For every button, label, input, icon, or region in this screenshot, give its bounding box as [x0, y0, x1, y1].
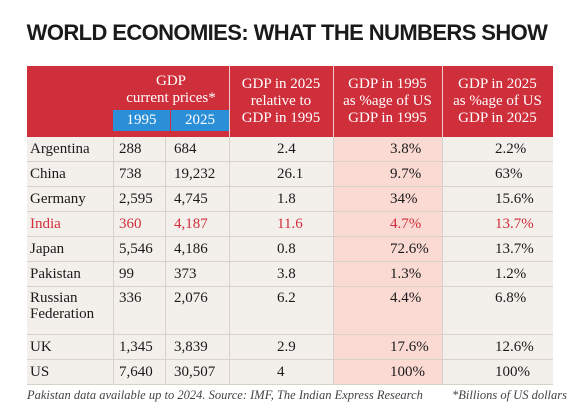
- gdp-1995-cell: 336: [113, 287, 165, 334]
- country-cell: India: [27, 212, 113, 236]
- gdp-2025-cell: 684: [165, 137, 229, 161]
- country-cell: Japan: [27, 237, 113, 261]
- ratio-cell: 4: [229, 360, 333, 384]
- pct-2025-cell: 100%: [442, 360, 553, 384]
- gdp-2025-cell: 3,839: [165, 335, 229, 359]
- pct-2025-header: GDP in 2025 as %age of US GDP in 2025: [453, 76, 542, 126]
- gdp-1995-cell: 2,595: [113, 187, 165, 211]
- pct-2025-cell: 13.7%: [442, 212, 553, 236]
- ratio-cell: 26.1: [229, 162, 333, 186]
- pct-2025-cell: 13.7%: [442, 237, 553, 261]
- ratio-header: GDP in 2025 relative to GDP in 1995: [241, 76, 321, 126]
- pct-1995-cell: 17.6%: [333, 335, 442, 359]
- source-note: Pakistan data available up to 2024. Sour…: [27, 388, 423, 402]
- gdp-2025-cell: 19,232: [165, 162, 229, 186]
- gdp-2025-cell: 4,187: [165, 212, 229, 236]
- gdp-current-prices-header: GDP current prices* 1995 2025: [113, 66, 229, 137]
- ratio-cell: 6.2: [229, 287, 333, 334]
- country-cell: UK: [27, 335, 113, 359]
- gdp-2025-cell: 2,076: [165, 287, 229, 334]
- pct-1995-cell: 4.4%: [333, 287, 442, 334]
- pct-2025-cell: 63%: [442, 162, 553, 186]
- pct-1995-cell: 34%: [333, 187, 442, 211]
- page-title: WORLD ECONOMIES: WHAT THE NUMBERS SHOW: [26, 20, 548, 45]
- table-row: Germany 2,595 4,745 1.8 34% 15.6%: [27, 187, 553, 212]
- gdp-2025-cell: 4,745: [165, 187, 229, 211]
- footer: Pakistan data available up to 2024. Sour…: [27, 388, 567, 403]
- units-note: *Billions of US dollars: [452, 388, 567, 402]
- country-cell: Russian Federation: [27, 287, 113, 334]
- pct-1995-cell: 1.3%: [333, 262, 442, 286]
- ratio-cell: 3.8: [229, 262, 333, 286]
- country-cell: Pakistan: [27, 262, 113, 286]
- gdp-1995-cell: 360: [113, 212, 165, 236]
- ratio-cell: 2.4: [229, 137, 333, 161]
- table-row: Russian Federation 336 2,076 6.2 4.4% 6.8%: [27, 287, 553, 335]
- pct-2025-cell: 6.8%: [442, 287, 553, 334]
- gdp-current-prices-label: GDP current prices*: [126, 73, 216, 106]
- gdp-1995-cell: 288: [113, 137, 165, 161]
- table-row: Japan 5,546 4,186 0.8 72.6% 13.7%: [27, 237, 553, 262]
- gdp-1995-cell: 99: [113, 262, 165, 286]
- country-cell: Argentina: [27, 137, 113, 161]
- table-row: UK 1,345 3,839 2.9 17.6% 12.6%: [27, 335, 553, 360]
- gdp-2025-cell: 373: [165, 262, 229, 286]
- pct-1995-cell: 4.7%: [333, 212, 442, 236]
- pct-1995-header: GDP in 1995 as %age of US GDP in 1995: [343, 76, 432, 126]
- gdp-table: GDP current prices* 1995 2025 GDP in 202…: [27, 66, 553, 385]
- gdp-1995-cell: 1,345: [113, 335, 165, 359]
- ratio-cell: 1.8: [229, 187, 333, 211]
- table-row: US 7,640 30,507 4 100% 100%: [27, 360, 553, 385]
- pct-1995-cell: 3.8%: [333, 137, 442, 161]
- pct-1995-cell: 72.6%: [333, 237, 442, 261]
- pct-1995-cell: 100%: [333, 360, 442, 384]
- table-header: GDP current prices* 1995 2025 GDP in 202…: [27, 66, 553, 137]
- ratio-cell: 2.9: [229, 335, 333, 359]
- table-body: Argentina 288 684 2.4 3.8% 2.2% China 738 19,232…: [27, 137, 553, 385]
- pct-1995-cell: 9.7%: [333, 162, 442, 186]
- gdp-2025-cell: 4,186: [165, 237, 229, 261]
- pct-2025-cell: 15.6%: [442, 187, 553, 211]
- country-cell: US: [27, 360, 113, 384]
- gdp-2025-cell: 30,507: [165, 360, 229, 384]
- table-row: India 360 4,187 11.6 4.7% 13.7%: [27, 212, 553, 237]
- table-row: Argentina 288 684 2.4 3.8% 2.2%: [27, 137, 553, 162]
- country-cell: Germany: [27, 187, 113, 211]
- country-cell: China: [27, 162, 113, 186]
- gdp-1995-cell: 738: [113, 162, 165, 186]
- ratio-cell: 0.8: [229, 237, 333, 261]
- gdp-1995-cell: 5,546: [113, 237, 165, 261]
- gdp-1995-cell: 7,640: [113, 360, 165, 384]
- ratio-cell: 11.6: [229, 212, 333, 236]
- year-2025-tab: 2025: [171, 110, 229, 131]
- pct-2025-cell: 1.2%: [442, 262, 553, 286]
- year-1995-tab: 1995: [113, 110, 170, 131]
- pct-2025-cell: 2.2%: [442, 137, 553, 161]
- table-row: Pakistan 99 373 3.8 1.3% 1.2%: [27, 262, 553, 287]
- pct-2025-cell: 12.6%: [442, 335, 553, 359]
- table-row: China 738 19,232 26.1 9.7% 63%: [27, 162, 553, 187]
